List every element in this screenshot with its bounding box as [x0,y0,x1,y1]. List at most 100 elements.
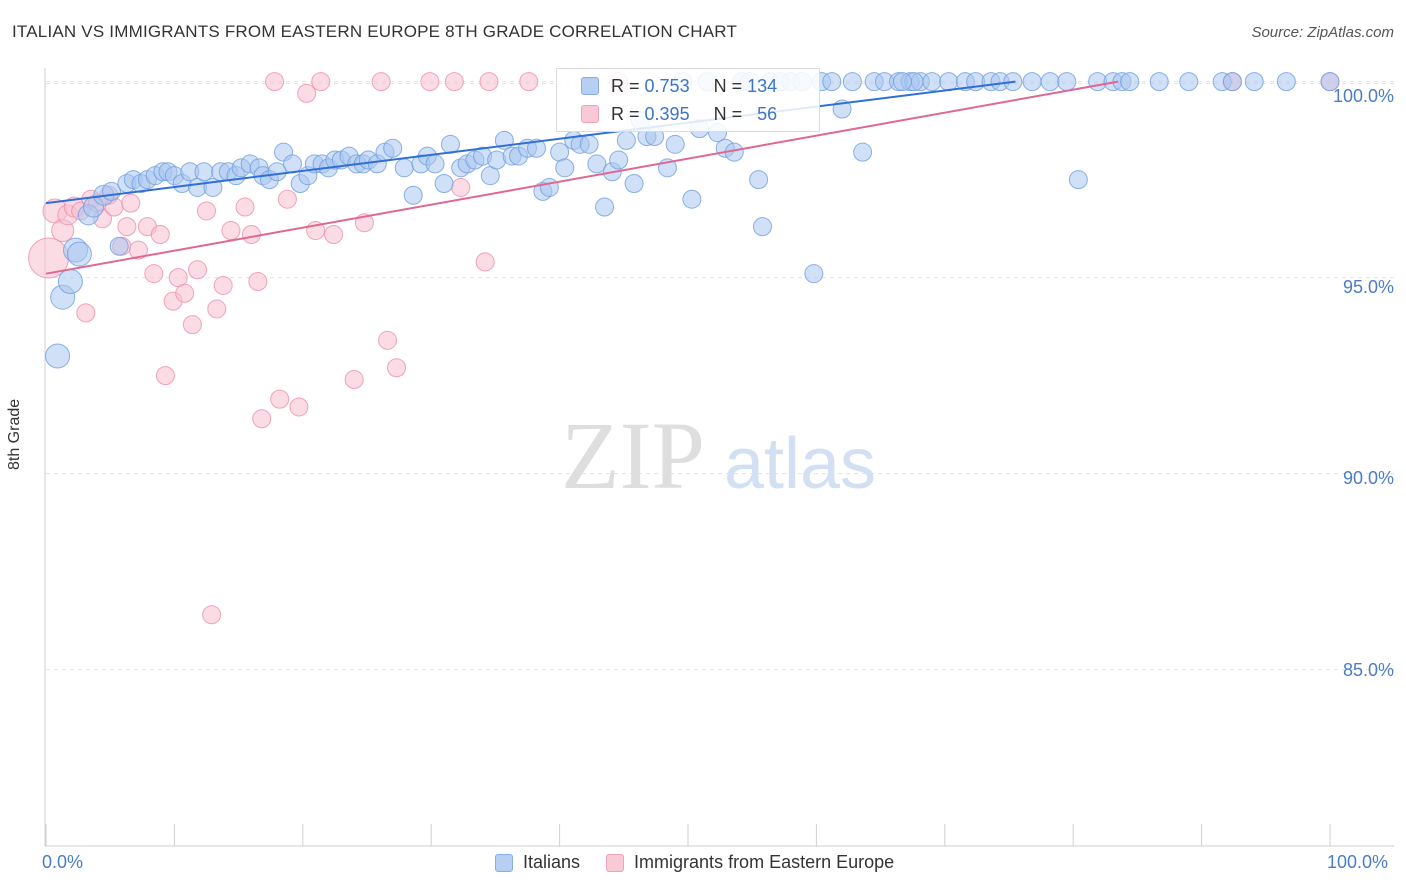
pink-point-27 [207,299,227,319]
blue-point-128 [1222,72,1242,92]
stats-n-italians: 134 [747,75,778,96]
y-tick-label-95: 95.0% [1342,277,1394,297]
blue-point-83 [665,134,685,154]
blue-point-67 [539,177,559,197]
blue-point-65 [526,138,546,158]
pink-point-46 [387,358,407,378]
blue-point-4 [66,241,92,267]
y-tick-label-100: 100.0% [1332,86,1394,106]
stats-row-italians: R = 0.753 N = 134 [581,73,777,99]
blue-point-73 [587,154,607,174]
watermark-atlas: atlas [724,424,876,504]
stats-r-label: R = [611,103,640,124]
blue-point-78 [624,174,644,194]
x-tick-label-min: 0.0% [42,852,84,872]
blue-point-33 [283,154,303,174]
blue-point-133 [892,72,912,92]
blue-point-54 [440,134,460,154]
pink-point-51 [519,72,539,92]
blue-point-53 [434,174,454,194]
legend-item-eastern-europe[interactable]: Immigrants from Eastern Europe [606,852,894,873]
stats-legend-box: R = 0.753 N = 134 R = 0.395 N = 56 [556,68,820,132]
blue-point-69 [555,158,575,178]
pink-point-45 [378,330,398,350]
legend-swatch-eastern-europe [606,853,625,872]
blue-point-31 [267,162,287,182]
pink-point-24 [188,260,208,280]
blue-point-47 [383,138,403,158]
legend-swatch-italians [495,853,513,872]
legend: Italians Immigrants from Eastern Europe [495,852,920,873]
chart-title: ITALIAN VS IMMIGRANTS FROM EASTERN EUROP… [12,22,738,41]
blue-point-117 [1022,72,1042,92]
pink-point-13 [117,217,137,237]
pink-point-29 [221,221,241,241]
pink-point-40 [311,72,331,92]
legend-label-eastern-europe: Immigrants from Eastern Europe [634,852,895,872]
trend-line-italians [45,80,1016,205]
blue-point-76 [609,150,629,170]
pink-point-19 [155,366,175,386]
blue-point-130 [1276,72,1296,92]
blue-point-9 [109,236,129,256]
y-axis-label: 8th Grade [6,398,23,470]
y-tick-label-90: 90.0% [1342,468,1394,488]
stats-r-label: R = [611,75,640,96]
pink-point-47 [420,72,440,92]
legend-label-italians: Italians [523,852,581,872]
pink-point-48 [444,72,464,92]
blue-point-74 [595,197,615,217]
blue-point-118 [1040,72,1060,92]
pink-point-17 [144,264,164,284]
blue-point-111 [939,72,959,92]
pink-point-6 [76,303,96,323]
stats-swatch-italians [581,77,599,95]
y-tick-label-85: 85.0% [1342,660,1394,680]
blue-point-129 [1244,72,1264,92]
pink-point-31 [241,224,261,244]
blue-point-119 [1057,72,1077,92]
blue-point-2 [57,269,83,295]
stats-swatch-eastern-europe [581,105,599,123]
pink-point-42 [344,370,364,390]
blue-point-72 [579,134,599,154]
pink-point-55 [479,72,499,92]
stats-n-eastern-europe: 56 [757,103,778,124]
blue-point-120 [1068,170,1088,190]
pink-point-33 [252,409,272,429]
pink-point-30 [235,197,255,217]
pink-point-36 [277,189,297,209]
blue-point-48 [394,158,414,178]
blue-point-21 [194,162,214,182]
legend-item-italians[interactable]: Italians [495,852,580,873]
x-tick-label-max: 100.0% [1327,852,1389,872]
blue-point-110 [922,72,942,92]
blue-point-101 [822,72,842,92]
blue-point-85 [682,189,702,209]
pink-point-14 [121,193,141,213]
series-eastern-europe-points [28,72,1340,625]
source-label: Source: ZipAtlas.com [1251,24,1394,41]
series-italians-points [45,72,1340,369]
stats-r-eastern-europe: 0.395 [644,103,690,124]
pink-point-28 [213,275,233,295]
blue-point-125 [1149,72,1169,92]
blue-point-103 [842,72,862,92]
trend-line-eastern-europe [45,80,1119,275]
pink-point-32 [248,272,268,292]
pink-point-41 [324,224,344,244]
watermark: ZIP atlas [561,402,876,509]
pink-point-26 [202,605,222,625]
pink-point-37 [289,397,309,417]
stats-n-label: N = [713,75,743,96]
pink-point-38 [297,83,317,103]
blue-point-93 [749,170,769,190]
pink-point-22 [175,283,195,303]
blue-point-52 [425,154,445,174]
blue-point-77 [616,130,636,150]
blue-point-124 [1120,72,1140,92]
trend-lines [45,80,1119,275]
blue-point-104 [853,142,873,162]
pink-point-35 [270,389,290,409]
